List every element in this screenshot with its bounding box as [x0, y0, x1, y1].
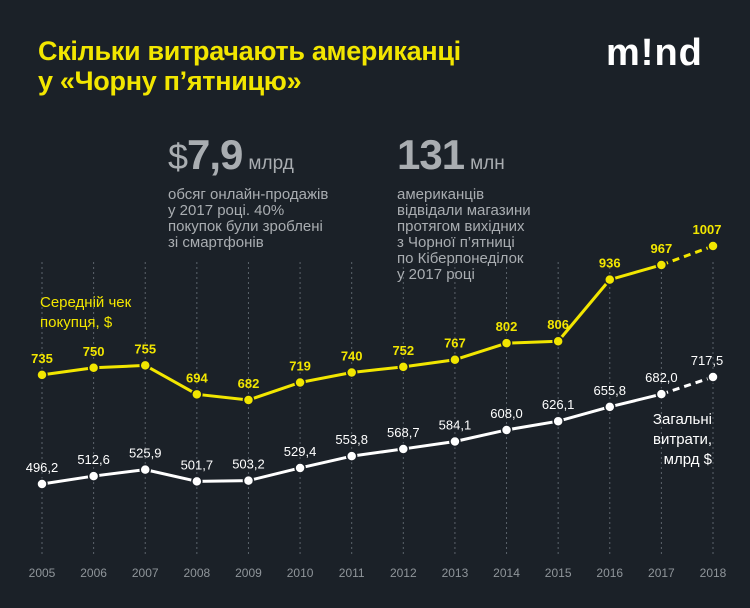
- data-label: 626,1: [542, 397, 575, 412]
- data-point: [36, 369, 48, 381]
- data-point: [191, 475, 203, 488]
- stat-currency: $: [168, 136, 188, 177]
- data-point: [397, 361, 410, 373]
- x-tick-label: 2010: [287, 566, 314, 580]
- data-point: [242, 394, 255, 406]
- data-label: 740: [341, 349, 363, 364]
- data-label: 750: [83, 344, 105, 359]
- stat-value: 7,9: [187, 131, 243, 178]
- data-label: 525,9: [129, 446, 162, 461]
- data-point: [345, 366, 358, 379]
- data-point: [707, 240, 719, 252]
- page-title: Скільки витрачають американці у «Чорну п…: [38, 36, 461, 96]
- stat-description: американців відвідали магазини протягом …: [397, 186, 531, 283]
- stat-unit: млн: [470, 153, 505, 174]
- data-point: [139, 463, 151, 476]
- data-label: 501,7: [181, 457, 214, 472]
- x-tick-label: 2005: [29, 566, 56, 580]
- data-label: 608,0: [490, 406, 523, 421]
- data-label: 512,6: [77, 452, 110, 467]
- data-point: [397, 443, 410, 455]
- data-label: 752: [392, 343, 414, 358]
- x-tick-label: 2015: [545, 566, 572, 580]
- x-tick-label: 2017: [648, 566, 675, 580]
- data-label: 682: [238, 376, 260, 391]
- data-label: 503,2: [232, 457, 265, 472]
- x-tick-label: 2006: [80, 566, 107, 580]
- stat-value: 131: [397, 131, 465, 178]
- x-tick-label: 2009: [235, 566, 262, 580]
- series-label-total-spending: Загальні витрати, млрд $: [652, 411, 712, 468]
- data-point: [707, 371, 719, 383]
- data-point: [449, 435, 461, 448]
- data-point: [449, 353, 461, 366]
- x-tick-label: 2014: [493, 566, 520, 580]
- data-point: [500, 337, 513, 349]
- data-label: 806: [547, 317, 569, 332]
- stat-online-sales: $7,9 млрд обсяг онлайн-продажів у 2017 ро…: [168, 134, 328, 251]
- data-label: 717,5: [691, 353, 724, 368]
- x-tick-label: 2011: [339, 566, 365, 580]
- data-point: [87, 362, 100, 374]
- data-point: [87, 470, 100, 482]
- data-label: 802: [496, 319, 518, 334]
- x-tick-label: 2007: [132, 566, 159, 580]
- data-label: 755: [134, 341, 156, 356]
- data-label: 568,7: [387, 425, 420, 440]
- data-label: 694: [186, 370, 208, 385]
- data-label: 967: [651, 241, 673, 256]
- data-label: 1007: [693, 222, 722, 237]
- data-label: 682,0: [645, 370, 678, 385]
- x-tick-label: 2008: [183, 566, 210, 580]
- data-point: [242, 474, 255, 487]
- stat-shoppers: 131 млн американців відвідали магазини пр…: [397, 134, 531, 283]
- data-point: [604, 273, 616, 286]
- data-label: 529,4: [284, 444, 317, 459]
- data-point: [36, 478, 48, 490]
- series-label-average-check: Середній чек покупця, $: [40, 294, 132, 331]
- mind-logo: m!nd: [606, 32, 703, 74]
- data-point: [294, 376, 306, 389]
- series-forecast-line: [660, 375, 714, 396]
- x-tick-label: 2013: [442, 566, 469, 580]
- data-point: [294, 462, 306, 474]
- x-tick-label: 2018: [700, 566, 727, 580]
- data-label: 767: [444, 336, 466, 351]
- stat-unit: млрд: [248, 153, 294, 174]
- data-point: [552, 415, 564, 427]
- data-label: 584,1: [439, 417, 472, 432]
- x-tick-label: 2016: [596, 566, 623, 580]
- data-label: 553,8: [335, 432, 368, 447]
- data-point: [604, 401, 616, 413]
- data-point: [655, 388, 668, 400]
- x-tick-label: 2012: [390, 566, 417, 580]
- data-point: [191, 388, 203, 401]
- stat-description: обсяг онлайн-продажів у 2017 році. 40% п…: [168, 186, 329, 251]
- data-point: [500, 424, 513, 436]
- data-point: [345, 450, 358, 462]
- data-label: 655,8: [593, 383, 626, 398]
- data-label: 735: [31, 351, 53, 366]
- series-forecast-line: [660, 244, 714, 267]
- data-point: [139, 359, 151, 372]
- data-point: [552, 335, 564, 347]
- data-label: 719: [289, 358, 311, 373]
- data-label: 496,2: [26, 460, 59, 475]
- data-point: [655, 259, 668, 271]
- data-label: 936: [599, 256, 621, 271]
